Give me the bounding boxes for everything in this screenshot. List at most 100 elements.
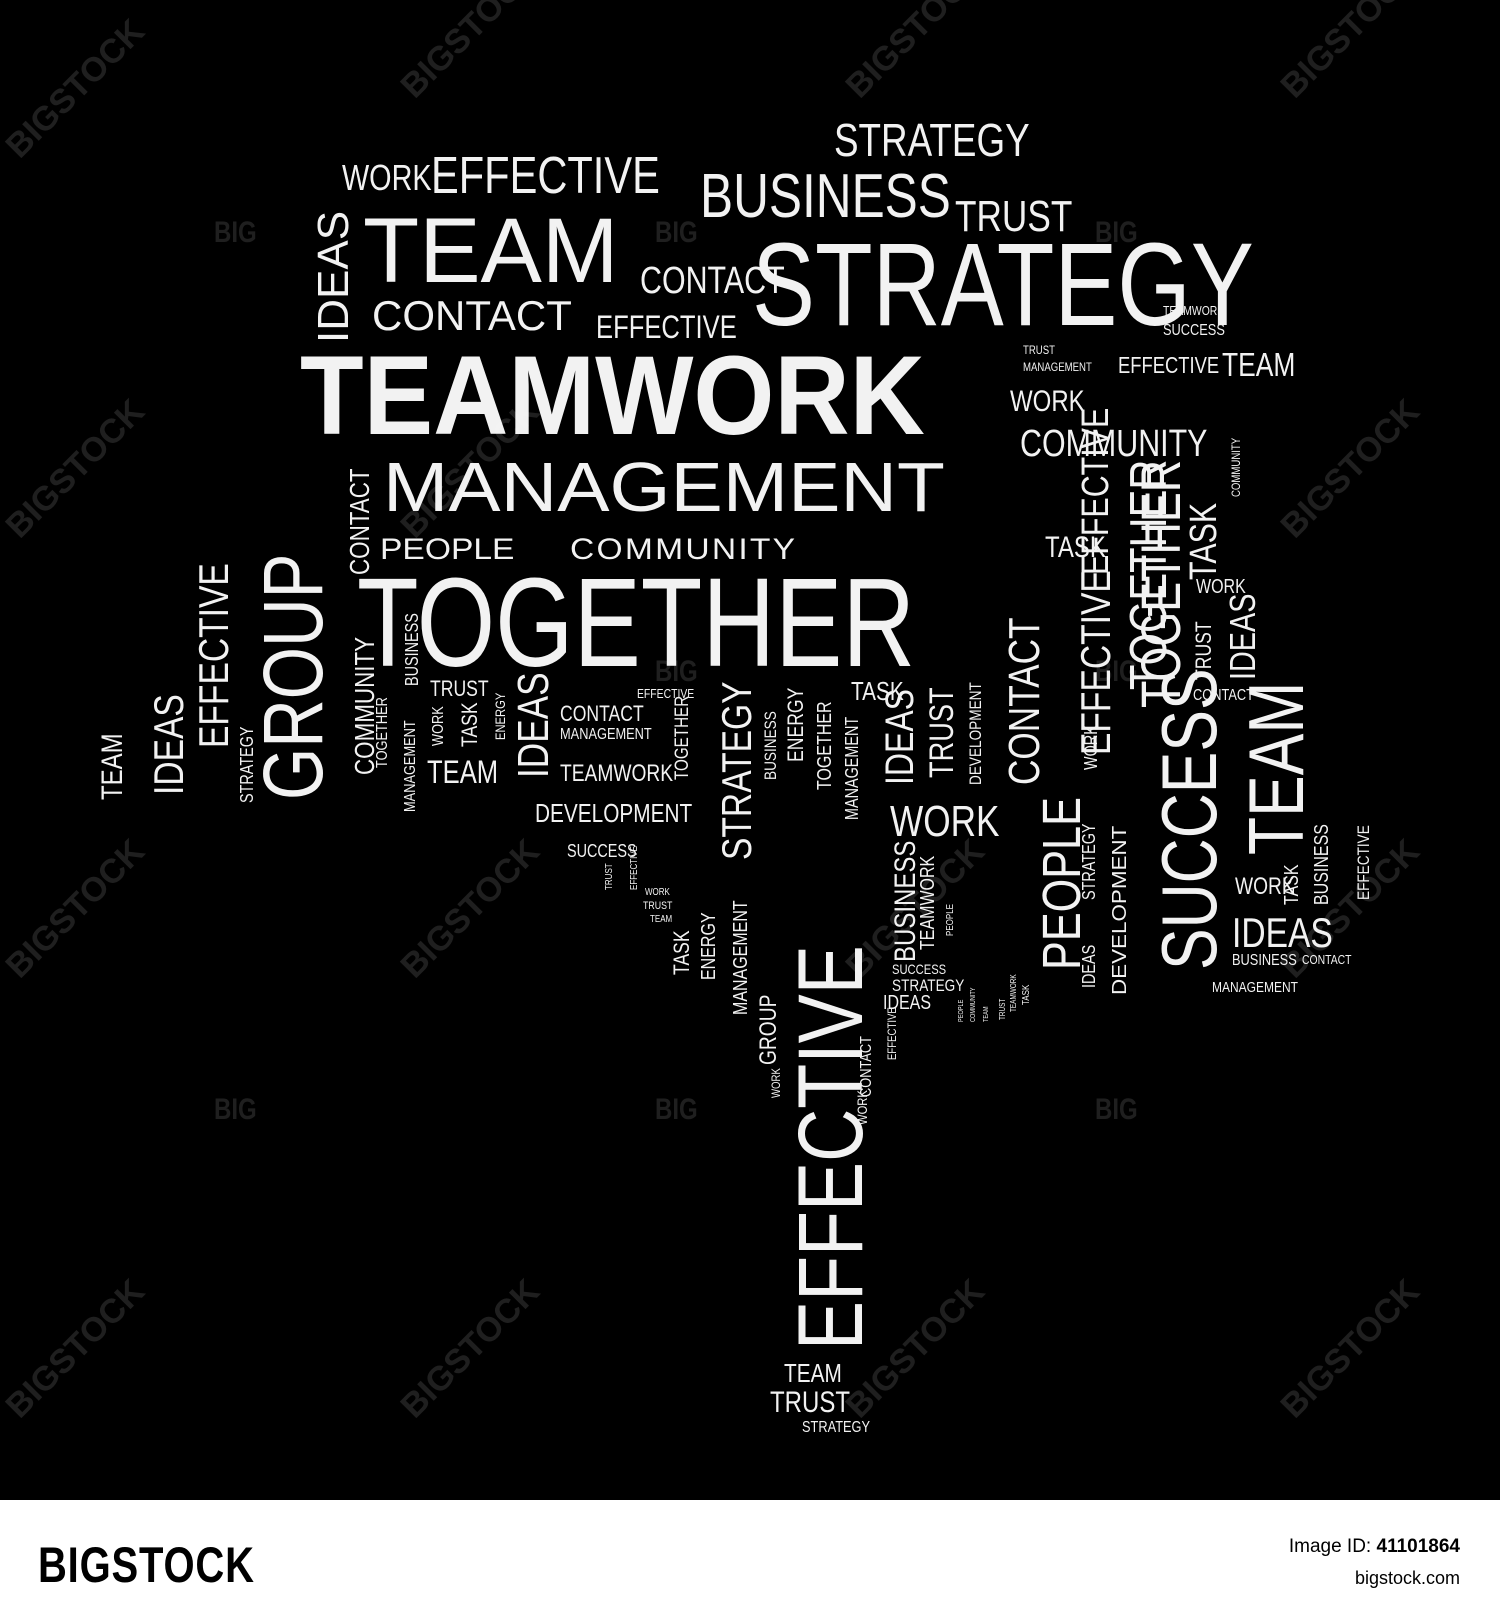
watermark-bigstock: BIGSTOCK [0, 1272, 152, 1426]
word: SUCCESS [892, 961, 947, 977]
bigstock-logo: BIGSTOCK [38, 1537, 255, 1593]
word: EFFECTIVE [431, 147, 660, 205]
word: TASK [669, 930, 694, 975]
word: MANAGEMENT [402, 720, 419, 812]
watermark-bigstock: BIGSTOCK [1273, 0, 1427, 106]
word-cloud-tree: STRATEGY WORK EFFECTIVE BUSINESS TRUST I… [0, 0, 1427, 1436]
watermark-big: BIG [1095, 655, 1138, 688]
word: TRUST [955, 192, 1073, 241]
word: CONTACT [560, 701, 644, 726]
word: IDEAS [1079, 944, 1099, 988]
word: COMMUNITY [970, 987, 977, 1022]
watermark-bigstock: BIGSTOCK [1273, 1272, 1427, 1426]
word: TRUST [430, 676, 489, 701]
word: TOGETHER [374, 697, 391, 768]
word: TEAM [1222, 346, 1296, 383]
word: STRATEGY [237, 726, 257, 803]
word: DEVELOPMENT [535, 798, 693, 828]
word: ENERGY [783, 687, 808, 762]
word: IDEAS [1222, 593, 1263, 680]
word: TASK [851, 676, 904, 706]
watermark-bigstock: BIGSTOCK [393, 1272, 547, 1426]
word: TRUST [923, 687, 961, 778]
word: EFFECTIVE [780, 945, 882, 1350]
word: ENERGY [492, 692, 508, 740]
word: EFFECTIVE [596, 309, 737, 345]
word: IDEAS [1232, 909, 1333, 956]
word: MANAGEMENT [730, 900, 752, 1015]
word: TRUST [604, 863, 615, 890]
word: CONTACT [640, 260, 785, 302]
word: BUSINESS [700, 162, 951, 231]
word: EFFECTIVE [1075, 407, 1117, 575]
word: MANAGEMENT [1212, 979, 1299, 996]
watermark-bigstock: BIGSTOCK [393, 0, 547, 106]
word: BUSINESS [1232, 952, 1297, 969]
word: TEAM [1232, 681, 1320, 855]
image-id-label: Image ID: [1288, 1536, 1372, 1557]
footer-bar: BIGSTOCK Image ID: 41101864 bigstock.com [0, 1500, 1500, 1620]
watermark-big: BIG [655, 216, 698, 249]
word: MANAGEMENT [560, 726, 652, 743]
word: MANAGEMENT [383, 448, 945, 526]
word: CONTACT [858, 1036, 875, 1097]
watermark-bigstock: BIGSTOCK [838, 0, 992, 106]
word: STRATEGY [802, 1419, 871, 1436]
word: COMMUNITY [570, 533, 798, 566]
word: CONTACT [1000, 617, 1049, 785]
word: EFFECTIVE [1118, 352, 1220, 378]
word: DEVELOPMENT [1109, 825, 1131, 995]
site-url: bigstock.com [1354, 1568, 1460, 1588]
watermark-big: BIG [214, 216, 257, 249]
word: IDEAS [878, 688, 922, 785]
word: PEOPLE [958, 999, 965, 1022]
word: EFFECTIVE [190, 563, 237, 748]
word: COMMUNITY [1229, 437, 1243, 497]
word: IDEAS [309, 210, 358, 343]
word: WORK [1081, 725, 1101, 770]
word: MANAGEMENT [842, 716, 862, 820]
word: IDEAS [509, 672, 558, 778]
watermark-big: BIG [655, 655, 698, 688]
word: COMMUNITY [1020, 423, 1208, 465]
word: TEAM [784, 1358, 842, 1388]
watermark-bigstock: BIGSTOCK [0, 832, 152, 986]
word: TASK [1021, 984, 1032, 1005]
word: TASK [1183, 502, 1225, 580]
word: STRATEGY [834, 114, 1030, 166]
word: MANAGEMENT [1023, 360, 1092, 374]
word: EFFECTIVE [637, 686, 695, 701]
word: GROUP [755, 994, 782, 1065]
word: TRUST [998, 998, 1007, 1020]
word: TASK [457, 702, 482, 747]
word: CONTACT [1193, 687, 1254, 704]
word: SUCCESS [1145, 668, 1233, 970]
word: WORK [1196, 576, 1246, 598]
word: EFFECTIVE [885, 1007, 899, 1060]
word: PEOPLE [380, 533, 515, 566]
word: STRATEGY [713, 681, 760, 860]
word: TASK [1045, 531, 1106, 564]
word: IDEAS [883, 992, 932, 1014]
word: TOGETHER [357, 552, 916, 693]
word: SUCCESS [567, 841, 637, 861]
watermark-bigstock: BIGSTOCK [0, 12, 152, 166]
word: WORK [1010, 385, 1085, 418]
word: TEAMWORK [560, 760, 674, 787]
word: PEOPLE [945, 903, 956, 936]
word: TEAM [427, 754, 499, 790]
word: TASK [1281, 864, 1303, 905]
word: TRUST [770, 1386, 850, 1419]
word: WORK [342, 157, 432, 198]
word: ENERGY [698, 912, 720, 980]
word: TRUST [643, 900, 673, 912]
word: BUSINESS [1311, 824, 1333, 905]
word: DEVELOPMENT [966, 682, 985, 785]
word: WORK [645, 887, 670, 898]
word: EFFECTIVE [629, 845, 640, 890]
word: WORK [890, 797, 1000, 846]
word: TEAMWORK [300, 333, 925, 458]
watermark-big: BIG [655, 1093, 698, 1126]
word: TEAM [983, 1006, 990, 1022]
word: STRATEGY [892, 976, 965, 995]
